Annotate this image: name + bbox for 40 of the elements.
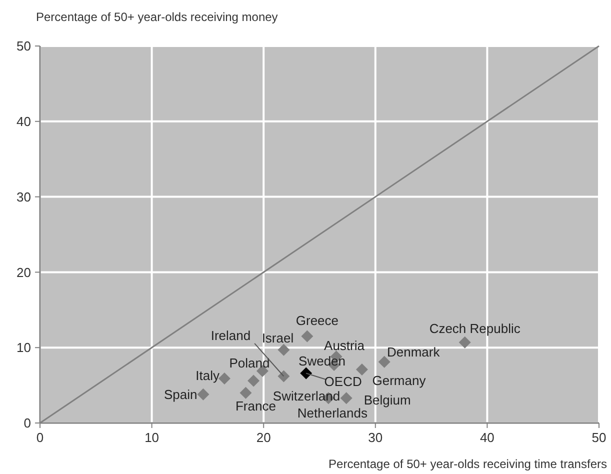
point bbox=[240, 386, 252, 399]
y-tick-label: 30 bbox=[16, 189, 31, 204]
x-axis-title: Percentage of 50+ year-olds receiving time transfers bbox=[328, 457, 607, 471]
x-tick-label: 10 bbox=[144, 430, 160, 445]
x-tick-label: 40 bbox=[480, 430, 494, 445]
point bbox=[278, 344, 290, 356]
point bbox=[248, 374, 260, 387]
annotation: Belgium bbox=[364, 392, 411, 408]
y-tick-label: 0 bbox=[24, 416, 31, 431]
annotation: Netherlands bbox=[297, 406, 368, 421]
point bbox=[197, 388, 210, 400]
point bbox=[378, 356, 390, 368]
x-tick-label: 50 bbox=[592, 430, 606, 445]
y-axis-title: Percentage of 50+ year-olds receiving money bbox=[36, 10, 278, 24]
annotation: Spain bbox=[164, 386, 198, 402]
x-tick-label: 30 bbox=[368, 430, 383, 445]
y-tick-label: 20 bbox=[16, 264, 31, 280]
annotation: Israel bbox=[262, 330, 294, 346]
y-tick-label: 10 bbox=[16, 340, 31, 356]
annotation: Czech Republic bbox=[429, 320, 521, 336]
annotation: Poland bbox=[229, 356, 270, 371]
annotation: Austria bbox=[324, 338, 366, 354]
point bbox=[300, 367, 312, 380]
x-tick-label: 20 bbox=[256, 430, 271, 445]
annotation: Greece bbox=[296, 312, 339, 328]
annotation: OECD bbox=[324, 374, 362, 389]
annotation: Italy bbox=[196, 368, 220, 384]
x-tick-label: 0 bbox=[36, 430, 44, 445]
annotation: Ireland bbox=[210, 328, 251, 343]
point bbox=[340, 392, 352, 404]
annotation: Germany bbox=[372, 373, 426, 388]
point bbox=[458, 336, 471, 348]
point bbox=[356, 363, 368, 376]
y-tick-label: 50 bbox=[16, 38, 31, 54]
y-tick-label: 40 bbox=[16, 114, 31, 129]
point bbox=[301, 330, 314, 342]
point bbox=[278, 370, 290, 382]
annotation: Switzerland bbox=[272, 388, 340, 404]
annotation: Denmark bbox=[386, 344, 440, 360]
annotation: Sweden bbox=[298, 353, 346, 368]
